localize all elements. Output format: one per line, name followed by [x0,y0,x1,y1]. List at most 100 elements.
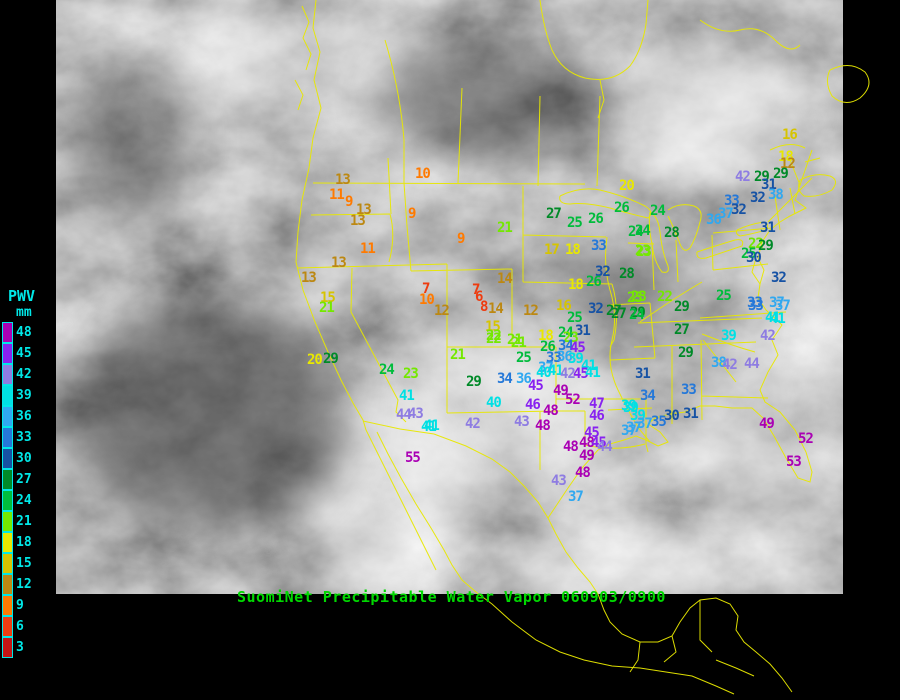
station-value: 43 [551,473,567,489]
station-value: 44 [744,356,760,372]
station-value: 31 [575,323,591,339]
station-value: 33 [681,382,697,398]
legend-value-label: 33 [16,430,32,445]
station-value: 33 [591,238,607,254]
station-value: 34 [558,338,574,354]
station-value: 29 [678,345,694,361]
station-value: 9 [345,194,354,210]
station-value: 42 [560,366,576,382]
legend-heading: PWV [8,287,36,305]
station-value: 33 [724,193,740,209]
station-value: 33 [747,295,763,311]
station-value: 38 [768,187,784,203]
legend-color-cell [2,636,13,658]
legend-color-cell [2,405,13,427]
station-value: 24 [629,307,645,323]
legend-color-cell [2,321,13,343]
legend-color-cell [2,531,13,553]
station-value: 29 [674,299,690,315]
station-value: 29 [758,238,774,254]
legend-units: mm [16,305,32,320]
station-value: 32 [595,264,611,280]
station-value: 22 [657,289,673,305]
legend-color-cell [2,489,13,511]
station-value: 17 [544,242,560,258]
legend-value-label: 24 [16,493,32,508]
station-value: 49 [553,383,569,399]
station-value: 31 [635,366,651,382]
station-value: 52 [565,392,581,408]
legend-color-cell [2,615,13,637]
legend-row: 45 [2,342,56,364]
legend-row: 15 [2,552,56,574]
legend-value-label: 3 [16,640,24,655]
station-value: 41 [585,365,601,381]
legend-value-label: 30 [16,451,32,466]
station-value: 22 [486,331,502,347]
station-value: 45 [584,425,600,441]
station-value: 42 [722,357,738,373]
legend-row: 6 [2,615,56,637]
station-value: 39 [621,398,637,414]
station-value: 37 [775,298,791,314]
legend-row: 3 [2,636,56,658]
station-value: 37 [621,423,637,439]
station-value: 13 [335,172,351,188]
station-value: 7 [422,281,431,297]
station-value: 23 [635,243,651,259]
dry-slot [70,300,350,530]
station-value: 45 [570,340,586,356]
station-value: 45 [528,378,544,394]
legend-color-cell [2,384,13,406]
legend-value-label: 45 [16,346,32,361]
station-value: 15 [320,290,336,306]
station-value: 26 [586,274,602,290]
station-value: 43 [514,414,530,430]
station-value: 41 [421,419,437,435]
station-value: 10 [419,292,435,308]
station-value: 31 [760,220,776,236]
station-value: 24 [379,362,395,378]
station-value: 25 [567,310,583,326]
station-value: 33 [748,298,764,314]
station-value: 25 [741,246,757,262]
station-value: 42 [735,169,751,185]
legend-color-cell [2,426,13,448]
station-value: 13 [331,255,347,271]
station-value: 18 [538,328,554,344]
station-value: 48 [579,435,595,451]
legend-row: 33 [2,426,56,448]
station-value: 45 [591,435,607,451]
station-value: 39 [630,408,646,424]
station-value: 46 [589,408,605,424]
station-value: 22 [748,236,764,252]
legend-value-label: 39 [16,388,32,403]
station-value: 28 [619,266,635,282]
station-value: 44 [396,407,412,423]
station-value: 22 [486,328,502,344]
station-value: 15 [485,319,501,335]
station-value: 25 [567,215,583,231]
station-value: 20 [307,352,323,368]
station-value: 41 [424,418,440,434]
station-value: 27 [546,206,562,222]
station-value: 44 [597,439,613,455]
station-value: 27 [674,322,690,338]
legend-value-label: 21 [16,514,32,529]
legend-color-cell [2,447,13,469]
station-value: 55 [405,450,421,466]
dry-slot [70,60,190,220]
station-value: 34 [497,371,513,387]
station-value: 21 [450,347,466,363]
station-value: 16 [556,298,572,314]
station-value: 20 [619,178,635,194]
legend-row: 12 [2,573,56,595]
legend-row: 36 [2,405,56,427]
station-value: 30 [664,408,680,424]
station-value: 45 [573,366,589,382]
station-value: 18 [778,149,794,165]
legend-value-label: 42 [16,367,32,382]
legend-value-label: 15 [16,556,32,571]
station-value: 38 [711,355,727,371]
